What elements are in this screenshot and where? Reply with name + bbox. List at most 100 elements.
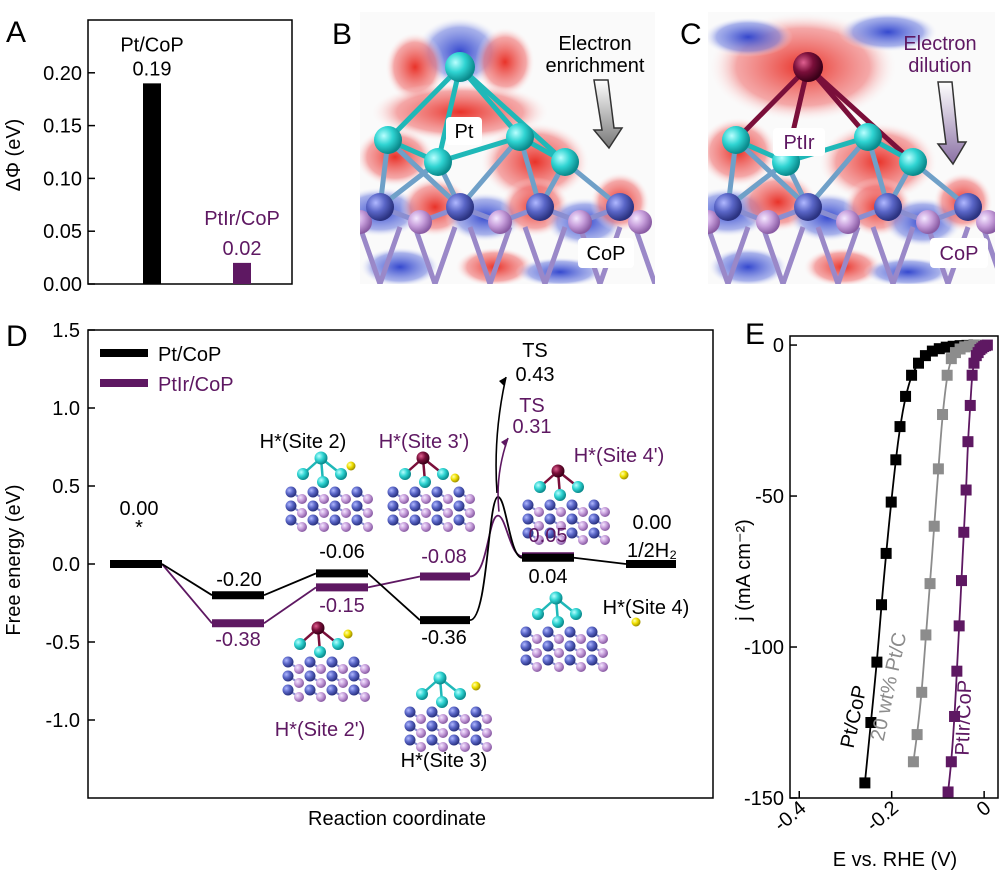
structure-thumbnail xyxy=(282,621,370,702)
panel-e-marker xyxy=(912,357,924,369)
panel-a-frame xyxy=(87,19,293,285)
panel-e-marker xyxy=(949,710,961,722)
pt-cop-level-label: -0.36 xyxy=(421,627,467,649)
ts-label-pt-cop: TS xyxy=(522,340,548,362)
ts-arrow xyxy=(495,376,507,493)
panel-e-frame xyxy=(789,335,999,799)
pt-cop-level-label: 0.04 xyxy=(529,566,568,588)
site-2-label: H*(Site 2) xyxy=(260,431,347,453)
pt-cop-level-label: -0.06 xyxy=(319,541,365,563)
panel-a-category-label: Pt/CoP xyxy=(120,34,183,56)
panel-e-y-tick-label: -50 xyxy=(755,486,784,508)
structure-thumbnail xyxy=(285,451,373,532)
pt-cop-level-label: 0.00 xyxy=(120,498,159,520)
panel-a-y-axis: 0.00 0.05 0.10 0.15 0.20 xyxy=(43,19,293,296)
panel-e-marker xyxy=(865,717,877,729)
panel-a-value-label: 0.02 xyxy=(223,238,262,260)
electron-dilution-arrow-icon xyxy=(936,81,968,166)
panel-a-bars xyxy=(143,83,251,284)
panel-e-marker xyxy=(885,496,897,508)
panel-a-y-tick-label: 0.00 xyxy=(43,274,82,296)
ts-value-pt-cop: 0.43 xyxy=(516,364,555,386)
site-4p-label: H*(Site 4') xyxy=(574,445,665,467)
panel-d-y-tick-label: -0.5 xyxy=(46,632,80,654)
panel-a-y-tick-label: 0.20 xyxy=(43,63,82,85)
b-arrow-label-2: enrichment xyxy=(546,55,645,77)
site-3p-label: H*(Site 3') xyxy=(379,431,470,453)
ptir-cop-level-label: -0.08 xyxy=(421,546,467,568)
panel-e-y-axis-label: j (mA cm⁻²) xyxy=(733,519,755,622)
pt-cop-level-label: -0.20 xyxy=(216,569,262,591)
panel-a-y-tick-label: 0.10 xyxy=(43,168,82,190)
panel-e-marker xyxy=(966,369,978,381)
panel-e-marker xyxy=(926,345,938,357)
electron-enrichment-arrow-icon xyxy=(592,79,624,150)
panel-e-series xyxy=(859,339,993,798)
panel-d-energy-paths xyxy=(110,376,676,628)
pt-cop-level-label: 0.00 xyxy=(633,512,672,534)
initial-state-star: * xyxy=(135,517,143,539)
c-arrow-label-2: dilution xyxy=(908,55,971,77)
panel-d-y-axis: -1.0 -0.5 0.0 0.5 1.0 1.5 xyxy=(46,320,95,732)
panel-e-marker xyxy=(907,756,919,768)
legend-label-pt-cop: Pt/CoP xyxy=(158,344,221,366)
site-4-label: H*(Site 4) xyxy=(603,597,690,619)
panel-label-a: A xyxy=(6,16,26,49)
panel-e-marker xyxy=(859,777,871,789)
panel-e-marker xyxy=(945,353,957,365)
b-atom-label: Pt xyxy=(455,121,474,143)
panel-d-y-tick-label: 0.0 xyxy=(52,554,80,576)
panel-a-y-axis-label: ΔΦ (eV) xyxy=(3,119,25,192)
panel-e-x-tick-label: 0 xyxy=(973,797,996,821)
c-arrow-label-1: Electron xyxy=(903,33,976,55)
panel-d-structure-thumbnails xyxy=(282,451,641,752)
panel-e-marker xyxy=(940,341,952,353)
panel-e-marker xyxy=(906,369,918,381)
panel-e-marker xyxy=(941,369,953,381)
panel-e-marker xyxy=(916,686,928,698)
structure-thumbnail xyxy=(404,671,492,752)
series-label-ptir-cop: PtIr/CoP xyxy=(952,680,977,756)
ptir-cop-level-label: -0.15 xyxy=(319,595,365,617)
panel-a-bar-pt-cop xyxy=(143,83,161,284)
panel-e-marker xyxy=(890,454,902,466)
panel-e-y-tick-label: -150 xyxy=(744,788,784,810)
panel-a-y-tick-label: 0.15 xyxy=(43,116,82,138)
panel-e-x-tick-label: -0.2 xyxy=(862,797,903,836)
panel-d-y-axis-label: Free energy (eV) xyxy=(3,484,25,635)
panel-e-marker xyxy=(880,547,892,559)
c-substrate-label: CoP xyxy=(940,243,979,265)
ptir-cop-level-label: 0.05 xyxy=(529,525,568,547)
panel-d-x-axis-label: Reaction coordinate xyxy=(308,808,486,830)
panel-e-marker xyxy=(928,520,940,532)
panel-d-y-tick-label: 1.5 xyxy=(52,320,80,342)
panel-c-charge-density-image: C Electron dilution PtIr CoP xyxy=(680,12,995,284)
panel-e-marker xyxy=(964,399,976,411)
panel-e-marker xyxy=(871,656,883,668)
panel-d-y-tick-label: 0.5 xyxy=(52,476,80,498)
series-label-pt-cop: Pt/CoP xyxy=(837,683,872,750)
ts-arrow xyxy=(497,437,509,512)
pt-cop-connector xyxy=(161,496,627,622)
panel-e-y-tick-label: -100 xyxy=(744,637,784,659)
panel-e-marker xyxy=(924,578,936,590)
panel-a-category-label: PtIr/CoP xyxy=(204,208,280,230)
panel-d-level-labels: 0.00 -0.20 -0.06 -0.36 0.04 0.00 -0.38 -0.15 -0.… xyxy=(120,364,672,651)
structure-thumbnail xyxy=(522,464,629,545)
panel-d-y-tick-label: 1.0 xyxy=(52,398,80,420)
ptir-cop-connector xyxy=(161,514,523,625)
panel-d-free-energy-diagram: D -1.0-0.50.00.51.01.5 Free energy (eV) … xyxy=(3,320,714,830)
panel-e-marker xyxy=(911,729,923,741)
legend-label-ptir-cop: PtIr/CoP xyxy=(158,374,234,396)
site-2p-label: H*(Site 2') xyxy=(275,719,366,741)
panel-label-c: C xyxy=(680,18,702,51)
c-atom-label: PtIr xyxy=(783,132,814,154)
final-state-label: 1/2H₂ xyxy=(627,540,677,562)
panel-e-marker xyxy=(920,629,932,641)
panel-e-polarization-curves: E 0-50-100-150-0.4 -0.2 0 E vs. RHE (V) j … xyxy=(733,318,999,871)
structure-thumbnail xyxy=(520,591,641,672)
panel-e-marker xyxy=(942,786,954,798)
panel-a-value-label: 0.19 xyxy=(133,58,172,80)
